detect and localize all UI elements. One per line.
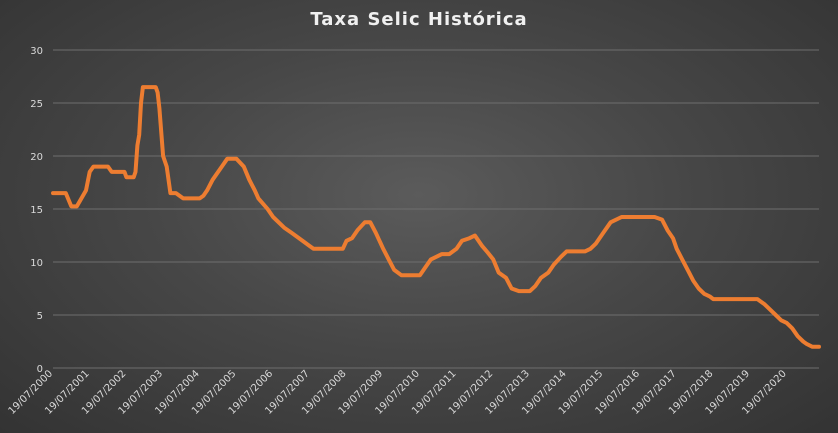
y-tick-label: 20 <box>30 152 43 163</box>
x-axis-labels: 19/07/200019/07/200119/07/200219/07/2003… <box>7 368 789 417</box>
series-line-selic <box>51 85 821 349</box>
y-axis-labels: 0 5 10 15 20 25 30 <box>30 46 43 375</box>
y-tick-label: 15 <box>30 205 43 216</box>
y-tick-label: 30 <box>30 46 43 57</box>
grid-lines <box>53 49 819 369</box>
y-tick-label: 25 <box>30 99 43 110</box>
chart-title: Taxa Selic Histórica <box>310 9 528 30</box>
series-line-group <box>51 85 821 349</box>
y-tick-label: 5 <box>37 311 43 322</box>
y-tick-label: 0 <box>37 364 43 375</box>
y-tick-label: 10 <box>30 258 43 269</box>
